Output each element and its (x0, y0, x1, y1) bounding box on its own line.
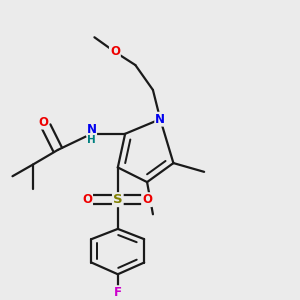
Text: H: H (87, 135, 96, 145)
Text: S: S (113, 193, 123, 206)
Text: O: O (110, 45, 120, 58)
Text: O: O (38, 116, 48, 129)
Text: N: N (86, 123, 97, 136)
Text: N: N (155, 113, 165, 126)
Text: O: O (142, 193, 152, 206)
Text: O: O (82, 193, 92, 206)
Text: F: F (114, 286, 122, 299)
